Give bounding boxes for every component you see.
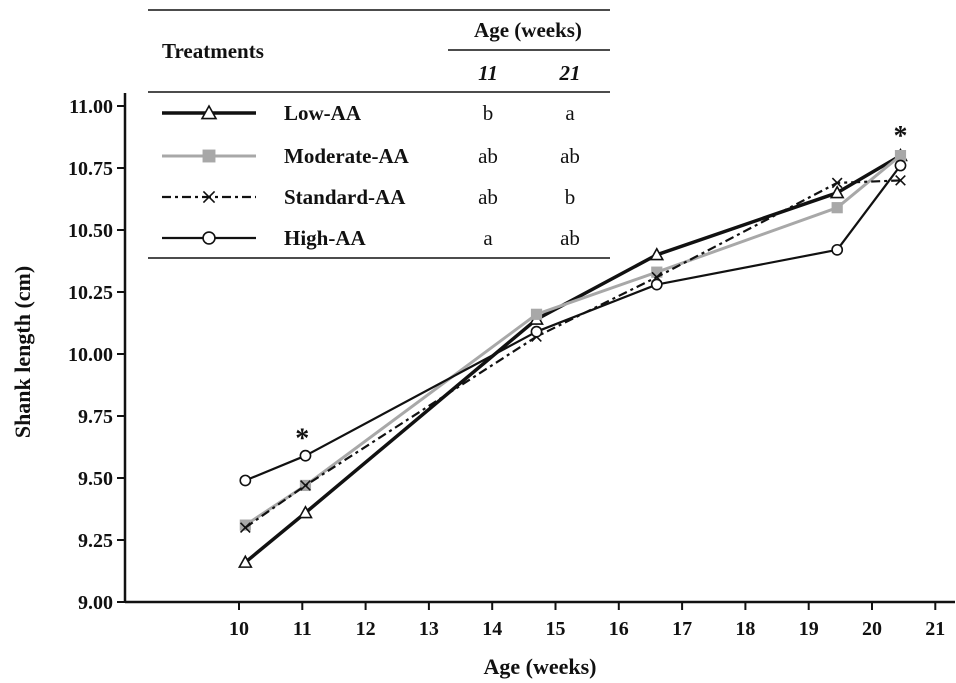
y-tick-label: 10.75	[68, 158, 113, 180]
x-tick-label: 16	[609, 618, 629, 640]
data-point-x	[300, 480, 311, 491]
x-tick-label: 21	[925, 618, 945, 640]
data-point-square	[894, 150, 907, 162]
x-tick-label: 13	[419, 618, 439, 640]
data-point-circle	[650, 278, 663, 291]
data-point-triangle	[298, 505, 313, 519]
legend-row-high-aa: High-AA a ab	[162, 226, 580, 250]
significance-letter-week-21: ab	[560, 144, 580, 168]
x-tick-label: 12	[356, 618, 376, 640]
y-tick-label: 9.50	[78, 468, 113, 490]
age-column-11: 11	[478, 61, 498, 85]
annotation-layer: **	[295, 121, 907, 455]
data-point-triangle	[829, 185, 845, 199]
data-point-circle	[530, 325, 543, 338]
age-column-21: 21	[559, 61, 581, 85]
data-point-square	[202, 149, 216, 163]
data-point-square	[831, 202, 843, 214]
x-tick-label: 14	[482, 618, 502, 640]
significance-letter-week-21: a	[565, 101, 575, 125]
data-point-circle	[239, 474, 252, 487]
x-axis-label: Age (weeks)	[483, 654, 596, 679]
x-tick-label: 15	[546, 618, 566, 640]
legend-row-standard-aa: Standard-AA ab b	[162, 185, 575, 209]
x-tick-label: 19	[799, 618, 819, 640]
data-point-x	[239, 522, 251, 533]
data-point-x	[895, 175, 906, 186]
y-tick-label: 9.75	[78, 406, 113, 428]
significance-asterisk: *	[893, 121, 907, 152]
y-tick-label: 10.00	[68, 344, 113, 366]
data-point-circle	[831, 243, 844, 256]
significance-letter-week-11: b	[483, 101, 494, 125]
treatments-header: Treatments	[162, 39, 264, 63]
data-point-triangle	[649, 247, 665, 261]
data-point-triangle	[237, 554, 253, 568]
significance-letter-week-11: ab	[478, 185, 498, 209]
series-line-moderate-aa	[244, 154, 902, 527]
y-tick-label: 10.50	[68, 220, 113, 242]
data-point-circle	[299, 449, 312, 462]
significance-letter-week-11: a	[483, 226, 493, 250]
legend-row-low-aa: Low-AA b a	[162, 101, 575, 125]
y-tick-label: 9.00	[78, 592, 113, 614]
y-tick-label: 11.00	[69, 96, 113, 118]
x-ticks: 10 11 12 13 14 15 16 17 18 19 20 21	[229, 602, 945, 640]
x-tick-label: 11	[293, 618, 312, 640]
x-tick-label: 17	[672, 618, 692, 640]
x-tick-label: 10	[229, 618, 249, 640]
legend-rows: Low-AA b a Moderate-AA ab ab Standard-AA ab b Hig…	[162, 101, 580, 250]
series-line-high-aa	[244, 164, 902, 482]
legend-row-moderate-aa: Moderate-AA ab ab	[162, 144, 580, 168]
y-tick-label: 9.25	[78, 530, 113, 552]
data-point-circle	[202, 231, 216, 245]
significance-asterisk: *	[295, 423, 309, 454]
legend-table: Treatments Age (weeks) 11 21 Low-AA b a Mod…	[148, 9, 610, 259]
legend-label: Standard-AA	[284, 185, 406, 209]
y-ticks: 9.00 9.25 9.50 9.75 10.00 10.25 10.50 10.75 11.0…	[68, 96, 125, 614]
series-line-low-aa	[244, 154, 902, 564]
data-point-triangle	[200, 104, 218, 120]
y-tick-label: 10.25	[68, 282, 113, 304]
x-tick-label: 20	[862, 618, 882, 640]
legend-label: Low-AA	[284, 101, 362, 125]
y-axis-label: Shank length (cm)	[10, 266, 35, 438]
legend-label: High-AA	[284, 226, 367, 250]
series-low-aa	[237, 147, 908, 568]
series-layer	[237, 147, 908, 568]
data-point-square	[530, 308, 543, 320]
data-point-circle	[894, 159, 907, 172]
x-tick-label: 18	[735, 618, 755, 640]
significance-letter-week-21: ab	[560, 226, 580, 250]
series-high-aa	[239, 159, 907, 487]
series-line-standard-aa	[244, 179, 901, 529]
significance-letter-week-21: b	[565, 185, 576, 209]
data-point-x	[831, 177, 843, 189]
legend-label: Moderate-AA	[284, 144, 410, 168]
age-header: Age (weeks)	[474, 18, 582, 42]
significance-letter-week-11: ab	[478, 144, 498, 168]
data-point-x	[202, 190, 216, 204]
